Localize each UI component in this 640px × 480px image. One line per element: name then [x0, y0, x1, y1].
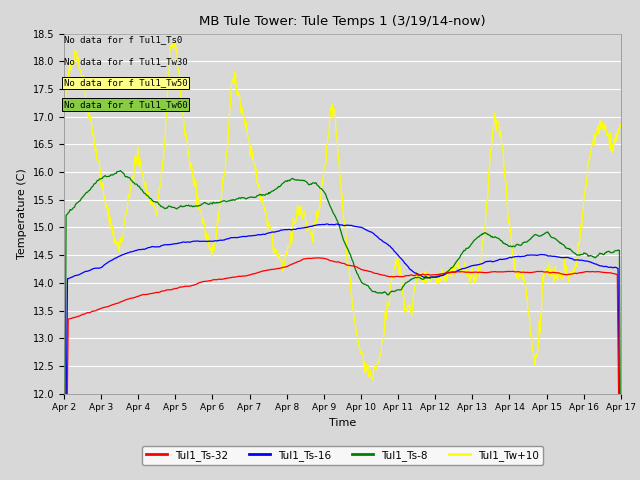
Title: MB Tule Tower: Tule Temps 1 (3/19/14-now): MB Tule Tower: Tule Temps 1 (3/19/14-now…	[199, 15, 486, 28]
Text: No data for f Tul1_Tw50: No data for f Tul1_Tw50	[64, 79, 188, 87]
Text: No data for f Tul1_Tw60: No data for f Tul1_Tw60	[64, 100, 188, 109]
Y-axis label: Temperature (C): Temperature (C)	[17, 168, 27, 259]
X-axis label: Time: Time	[329, 418, 356, 428]
Text: No data for f Tul1_Tw30: No data for f Tul1_Tw30	[64, 57, 188, 66]
Text: No data for f Tul1_Ts0: No data for f Tul1_Ts0	[64, 36, 182, 44]
Legend: Tul1_Ts-32, Tul1_Ts-16, Tul1_Ts-8, Tul1_Tw+10: Tul1_Ts-32, Tul1_Ts-16, Tul1_Ts-8, Tul1_…	[142, 445, 543, 465]
